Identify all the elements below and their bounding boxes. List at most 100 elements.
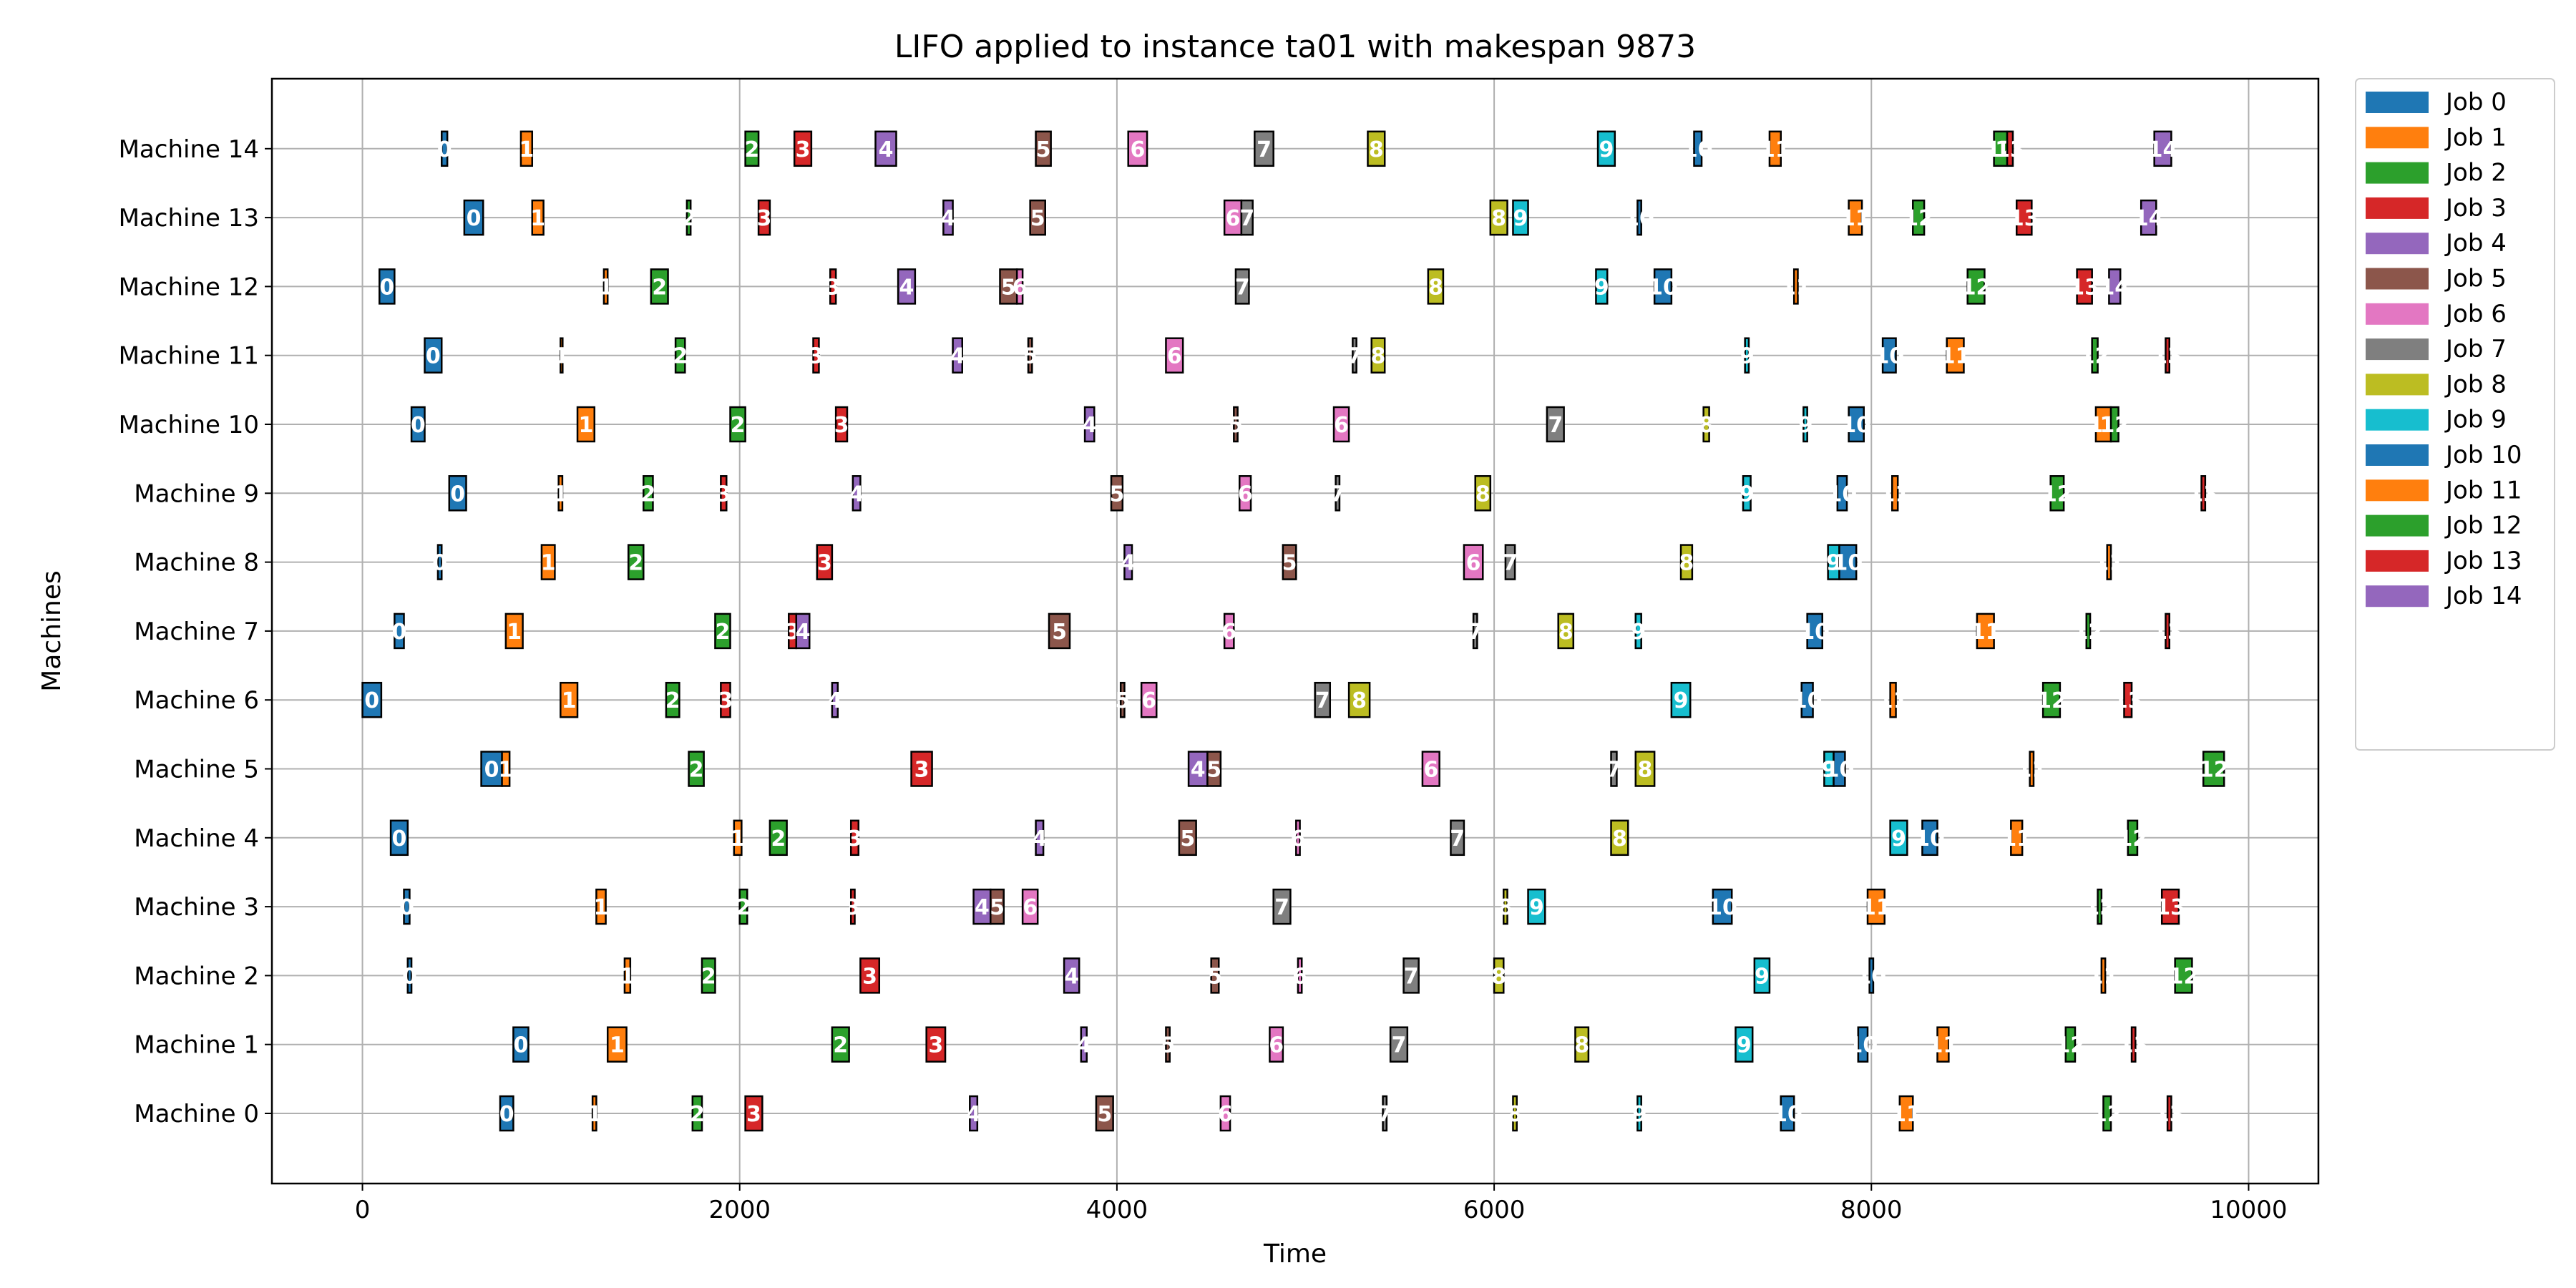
task-bar <box>1127 130 1148 167</box>
task-bar <box>897 268 917 305</box>
task-bar-label: 2 <box>833 1033 848 1058</box>
task-bar <box>1450 819 1465 857</box>
task-bar <box>499 1095 514 1132</box>
task-bar <box>1833 751 1846 787</box>
task-bar <box>560 337 564 374</box>
task-bar-label: 1 <box>562 688 577 713</box>
task-bar-label: 0 <box>379 275 394 300</box>
task-bar <box>1035 130 1052 167</box>
task-bar <box>1389 1026 1409 1063</box>
task-bar-label: 1 <box>554 344 569 369</box>
legend-entry-label: Job 7 <box>2444 335 2507 364</box>
task-bar-label: 12 <box>1961 275 1991 300</box>
task-bar-label: 12 <box>2169 964 2199 989</box>
task-bar-label: 7 <box>1503 551 1518 576</box>
task-bar <box>1080 1026 1088 1063</box>
task-bar <box>942 199 954 236</box>
task-bar <box>1866 888 1885 925</box>
y-tick-label: Machine 3 <box>134 893 259 922</box>
task-bar-label: 5 <box>990 895 1005 920</box>
task-bar-label: 11 <box>2001 826 2031 852</box>
legend-entry-label: Job 6 <box>2444 300 2507 328</box>
task-bar-label: 1 <box>594 895 609 920</box>
task-bar <box>1634 613 1642 650</box>
task-bar-label: 8 <box>1498 895 1513 920</box>
task-bar <box>665 681 680 718</box>
task-bar-label: 10 <box>1624 206 1654 231</box>
task-bar <box>1240 199 1254 236</box>
task-bar <box>2123 681 2133 718</box>
task-bar-label: 9 <box>1740 344 1755 369</box>
task-bar-label: 6 <box>1334 413 1349 438</box>
task-bar-label: 4 <box>827 688 842 713</box>
task-bar-label: 13 <box>2188 482 2218 507</box>
task-bar-label: 9 <box>1755 964 1770 989</box>
task-bar-label: 6 <box>1226 206 1241 231</box>
task-bar-label: 12 <box>2084 895 2114 920</box>
task-bar <box>650 268 669 305</box>
task-bar-label: 12 <box>2074 620 2104 645</box>
task-bar <box>1165 337 1184 374</box>
task-bar-label: 5 <box>1161 1033 1176 1058</box>
task-bar-label: 2 <box>701 964 716 989</box>
task-bar <box>729 406 746 443</box>
y-tick-label: Machine 7 <box>134 618 259 646</box>
task-bar-label: 14 <box>2148 137 2178 162</box>
task-bar-label: 11 <box>1928 1033 1958 1058</box>
task-bar-label: 3 <box>796 137 811 162</box>
task-bar-label: 8 <box>1574 1033 1589 1058</box>
task-bar <box>1693 130 1703 167</box>
y-tick-label: Machine 11 <box>119 342 259 371</box>
task-bar-label: 0 <box>499 1102 514 1127</box>
task-bar <box>1848 406 1865 443</box>
legend-entry-label: Job 11 <box>2444 476 2522 504</box>
legend-swatch <box>2366 127 2429 149</box>
task-bar-label: 10 <box>1648 275 1678 300</box>
task-bar-label: 8 <box>1558 620 1574 645</box>
legend-swatch <box>2366 514 2429 537</box>
task-bar <box>688 751 705 787</box>
task-bar <box>1889 681 1897 718</box>
task-bar-label: 6 <box>1167 344 1182 369</box>
task-bar-label: 8 <box>1371 344 1386 369</box>
task-bar-label: 11 <box>1760 137 1790 162</box>
task-bar-label: 9 <box>1798 413 1813 438</box>
task-bar <box>793 130 813 167</box>
task-bar <box>1712 888 1733 925</box>
task-bar-label: 6 <box>1423 758 1438 783</box>
task-bar-label: 13 <box>2155 895 2185 920</box>
task-bar-label: 4 <box>879 137 894 162</box>
x-tick-label: 6000 <box>1463 1196 1526 1224</box>
task-bar <box>1742 475 1752 512</box>
task-bar-label: 4 <box>849 482 864 507</box>
task-bar <box>1898 1095 1914 1132</box>
task-bar-label: 12 <box>2055 1033 2085 1058</box>
task-bar-label: 10 <box>1792 688 1823 713</box>
task-bar-label: 12 <box>2199 758 2229 783</box>
task-bar <box>691 1095 703 1132</box>
task-bar <box>1792 268 1799 305</box>
task-bar-label: 7 <box>1330 482 1345 507</box>
task-bar <box>1557 613 1575 650</box>
task-bar <box>1021 888 1039 925</box>
task-bar-label: 5 <box>1229 413 1244 438</box>
task-bar <box>2100 957 2107 994</box>
task-bar-label: 0 <box>514 1033 529 1058</box>
y-tick-label: Machine 2 <box>134 962 259 990</box>
task-bar <box>1282 544 1297 580</box>
task-bar <box>557 475 564 512</box>
task-bar <box>1254 130 1274 167</box>
task-bar-label: 2 <box>652 275 667 300</box>
legend-entry-label: Job 3 <box>2444 194 2507 223</box>
task-bar <box>463 199 484 236</box>
task-bar-label: 7 <box>1239 206 1254 231</box>
task-bar <box>531 199 545 236</box>
task-bar-label: 5 <box>1001 275 1016 300</box>
task-bar-label: 12 <box>2099 413 2129 438</box>
task-bar-label: 10 <box>1800 620 1830 645</box>
task-bar-label: 3 <box>809 344 824 369</box>
legend-swatch <box>2366 479 2429 502</box>
task-bar <box>2153 130 2172 167</box>
task-bar-label: 9 <box>1632 1102 1647 1127</box>
task-bar-label: 1 <box>598 275 613 300</box>
